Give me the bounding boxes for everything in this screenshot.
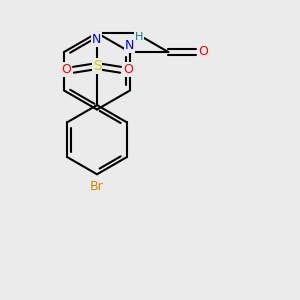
Text: O: O bbox=[61, 63, 71, 76]
Text: Br: Br bbox=[90, 180, 104, 193]
Text: S: S bbox=[93, 59, 101, 73]
Text: N: N bbox=[125, 39, 134, 52]
Text: O: O bbox=[123, 63, 133, 76]
Text: N: N bbox=[92, 33, 101, 46]
Text: O: O bbox=[198, 45, 208, 58]
Text: H: H bbox=[135, 32, 143, 42]
